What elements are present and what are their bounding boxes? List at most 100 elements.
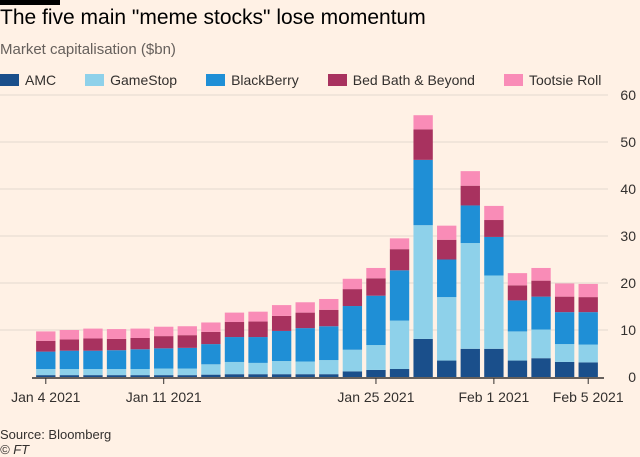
bar-segment-amc <box>248 374 268 377</box>
bar-segment-tootsie-roll <box>177 326 197 336</box>
bar-segment-amc <box>319 374 339 377</box>
bar-segment-tootsie-roll <box>248 311 268 322</box>
bar-segment-tootsie-roll <box>578 283 598 298</box>
y-tick-label: 60 <box>620 87 636 103</box>
legend-swatch-blackberry <box>206 74 226 86</box>
bar-segment-amc <box>36 375 56 377</box>
bar-segment-blackberry <box>342 306 363 350</box>
bar-segment-bed-bath-beyond <box>507 285 528 301</box>
bar-segment-amc <box>130 375 150 377</box>
bar-segment-tootsie-roll <box>83 328 103 339</box>
bar-segment-bed-bath-beyond <box>437 239 457 260</box>
bar-segment-blackberry <box>507 300 528 332</box>
bar-segment-gamestop <box>366 345 386 370</box>
bar-segment-bed-bath-beyond <box>366 278 386 296</box>
bar-segment-bed-bath-beyond <box>554 296 575 313</box>
bar-segment-amc <box>389 369 410 377</box>
bar-segment-gamestop <box>224 361 245 375</box>
bar-segment-tootsie-roll <box>413 115 433 130</box>
bar-segment-blackberry <box>578 312 598 345</box>
bar-segment-gamestop <box>460 243 480 349</box>
bar-segment-blackberry <box>437 259 457 298</box>
bar-segment-blackberry <box>460 205 480 244</box>
source-note: Source: Bloomberg <box>0 427 112 442</box>
bar-segment-bed-bath-beyond <box>484 220 504 237</box>
bar-segment-bed-bath-beyond <box>342 289 363 307</box>
bar-segment-tootsie-roll <box>271 305 292 316</box>
chart-legend: AMC GameStop BlackBerry Bed Bath & Beyon… <box>0 71 601 89</box>
y-tick-label: 20 <box>620 275 636 291</box>
bar-segment-gamestop <box>413 225 433 339</box>
bar-segment-bed-bath-beyond <box>413 129 433 160</box>
bar-segment-gamestop <box>437 297 457 361</box>
bar-segment-amc <box>507 360 528 377</box>
bar-segment-gamestop <box>177 368 197 376</box>
bar-segment-bed-bath-beyond <box>531 280 551 297</box>
bar-segment-blackberry <box>366 295 386 346</box>
bar-segment-gamestop <box>154 368 174 376</box>
bar-segment-gamestop <box>342 349 363 372</box>
bar-segment-blackberry <box>130 349 150 370</box>
bar-segment-gamestop <box>59 369 80 376</box>
bar-segment-bed-bath-beyond <box>389 249 410 271</box>
bar-segment-bed-bath-beyond <box>130 337 150 350</box>
bar-segment-bed-bath-beyond <box>154 336 174 349</box>
bar-segment-bed-bath-beyond <box>201 331 221 345</box>
bar-segment-tootsie-roll <box>460 171 480 186</box>
bar-segment-blackberry <box>177 347 197 369</box>
bar-segment-tootsie-roll <box>342 278 363 290</box>
y-tick-label: 50 <box>620 134 636 150</box>
bar-segment-amc <box>224 374 245 377</box>
bar-segment-blackberry <box>271 330 292 362</box>
bar-segment-amc <box>366 369 386 377</box>
bar-segment-blackberry <box>554 312 575 345</box>
y-tick-label: 0 <box>628 369 636 385</box>
legend-item-bed-bath-beyond: Bed Bath & Beyond <box>327 72 475 88</box>
bar-segment-amc <box>271 374 292 377</box>
bar-segment-gamestop <box>389 320 410 370</box>
bar-segment-amc <box>531 358 551 377</box>
bar-segment-bed-bath-beyond <box>248 321 268 338</box>
bar-segment-gamestop <box>271 361 292 375</box>
bar-segment-tootsie-roll <box>59 330 80 340</box>
bar-segment-blackberry <box>484 236 504 276</box>
bar-segment-blackberry <box>106 350 127 370</box>
bar-segment-blackberry <box>413 159 433 226</box>
bar-segment-gamestop <box>484 275 504 349</box>
x-tick-label: Jan 4 2021 <box>11 389 80 405</box>
legend-item-blackberry: BlackBerry <box>206 72 299 88</box>
bar-segment-amc <box>460 348 480 377</box>
bar-segment-blackberry <box>154 348 174 369</box>
x-tick-label: Feb 1 2021 <box>458 389 529 405</box>
bar-segment-bed-bath-beyond <box>83 338 103 351</box>
bar-segment-tootsie-roll <box>224 312 245 323</box>
bar-segment-tootsie-roll <box>130 328 150 338</box>
bar-segment-amc <box>83 375 103 377</box>
chart-subtitle: Market capitalisation ($bn) <box>0 41 176 58</box>
bar-segment-amc <box>177 375 197 377</box>
bar-segment-tootsie-roll <box>295 302 315 313</box>
bar-segment-tootsie-roll <box>366 267 386 279</box>
bar-segment-gamestop <box>36 369 56 376</box>
bar-segment-amc <box>154 375 174 377</box>
bar-segment-tootsie-roll <box>507 273 528 286</box>
bar-segment-bed-bath-beyond <box>177 335 197 348</box>
bar-segment-amc <box>106 375 127 377</box>
bar-segment-amc <box>295 374 315 377</box>
legend-item-amc: AMC <box>0 72 56 88</box>
bar-segment-gamestop <box>531 329 551 359</box>
x-tick-label: Feb 5 2021 <box>553 389 624 405</box>
bar-segment-gamestop <box>295 361 315 375</box>
bar-segment-bed-bath-beyond <box>578 297 598 313</box>
axis-layer: 0 10 20 30 40 50 60 Jan 4 2021 Jan 11 2021 Jan 25… <box>11 87 636 405</box>
bar-segment-bed-bath-beyond <box>271 315 292 331</box>
legend-item-gamestop: GameStop <box>85 72 177 88</box>
bar-segment-blackberry <box>248 337 268 363</box>
bar-segment-blackberry <box>59 350 80 370</box>
bar-segment-bed-bath-beyond <box>319 309 339 327</box>
bar-segment-blackberry <box>319 326 339 361</box>
y-tick-label: 40 <box>620 181 636 197</box>
legend-swatch-gamestop <box>85 74 105 86</box>
bar-segment-amc <box>578 362 598 377</box>
